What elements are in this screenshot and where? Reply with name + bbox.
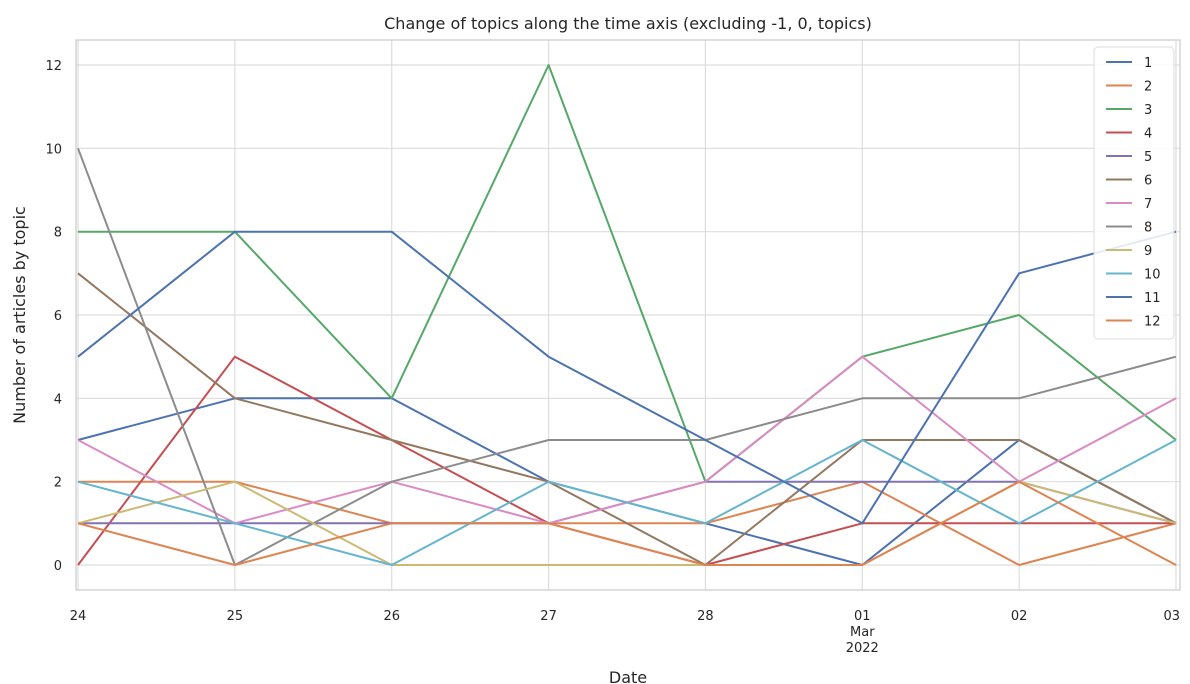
series-lines: [77, 64, 1177, 566]
legend-label: 1: [1144, 56, 1152, 71]
series-line-8: [77, 147, 1177, 566]
x-axis-label: Date: [609, 668, 647, 684]
x-tick-label: 27: [540, 609, 557, 624]
y-tick-label: 2: [54, 476, 62, 491]
x-tick-label: 03: [1163, 609, 1180, 624]
legend-label: 12: [1144, 315, 1161, 330]
legend-label: 5: [1144, 150, 1152, 165]
series-line-12: [77, 480, 1177, 566]
y-axis-label: Number of articles by topic: [10, 206, 29, 424]
x-tick-label: 28: [697, 609, 714, 624]
legend-label: 11: [1144, 291, 1161, 306]
legend-label: 8: [1144, 221, 1152, 236]
series-line-3: [78, 64, 1177, 483]
x-tick-labels: 24 25 26 27 28 01 Mar 2022 02 03: [70, 609, 1180, 656]
x-tick-label: 26: [383, 609, 400, 624]
y-tick-label: 8: [54, 226, 62, 241]
legend-label: 2: [1144, 80, 1152, 95]
series-line-6: [77, 272, 1177, 566]
legend-label: 10: [1144, 268, 1161, 283]
y-tick-label: 0: [54, 559, 62, 574]
x-tick-label: 24: [70, 609, 87, 624]
legend-label: 7: [1144, 197, 1152, 212]
series-line-11: [77, 230, 1177, 525]
y-tick-label: 12: [45, 59, 62, 74]
x-tick-label: 02: [1011, 609, 1028, 624]
legend-label: 4: [1144, 127, 1152, 142]
y-tick-label: 4: [54, 392, 62, 407]
legend-box: [1093, 46, 1175, 340]
chart-title: Change of topics along the time axis (ex…: [384, 14, 872, 33]
x-tick-label: 01 Mar 2022: [846, 609, 879, 656]
legend-label: 9: [1144, 244, 1152, 259]
series-line-10: [77, 439, 1177, 566]
x-tick-label: 25: [227, 609, 244, 624]
legend-label: 6: [1144, 174, 1152, 189]
legend-label: 3: [1144, 103, 1152, 118]
y-tick-label: 10: [45, 142, 62, 157]
y-tick-labels: 0 2 4 6 8 10 12: [45, 59, 62, 574]
y-tick-label: 6: [54, 309, 62, 324]
plot-frame: [75, 39, 1181, 591]
